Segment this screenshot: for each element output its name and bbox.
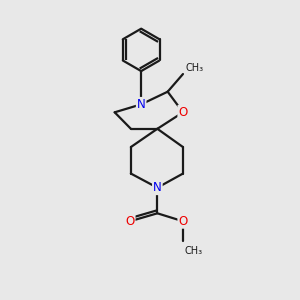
Text: CH₃: CH₃ — [184, 246, 202, 256]
Text: N: N — [137, 98, 146, 111]
Text: N: N — [153, 181, 162, 194]
Text: O: O — [178, 215, 188, 228]
Text: O: O — [178, 106, 188, 119]
Text: CH₃: CH₃ — [185, 63, 203, 73]
Text: O: O — [125, 215, 135, 228]
